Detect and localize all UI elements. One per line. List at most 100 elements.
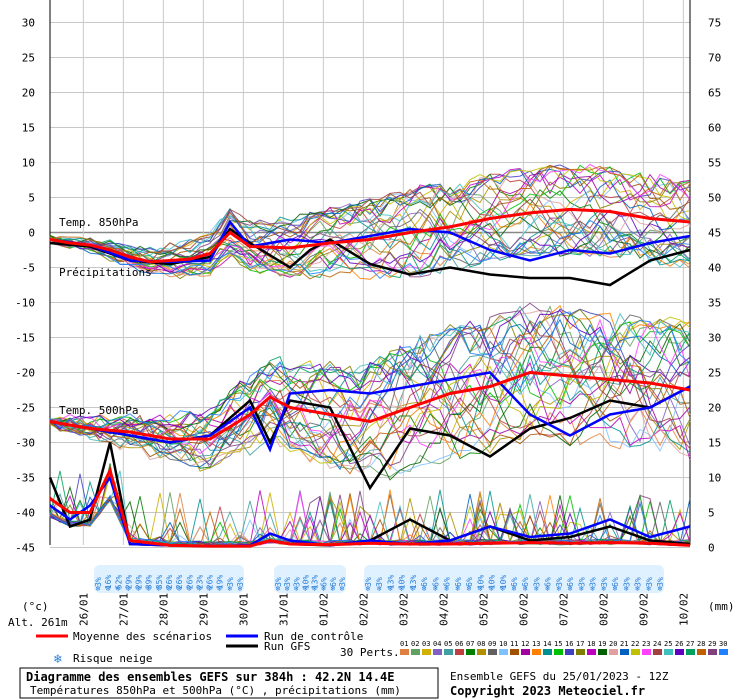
svg-text:❄: ❄ xyxy=(557,584,562,593)
pert-number-25: 25 xyxy=(664,640,672,648)
svg-text:❄: ❄ xyxy=(422,584,427,593)
svg-text:❄: ❄ xyxy=(646,584,651,593)
date-tick-5: 31/01 xyxy=(277,593,290,626)
snow-risk-group3-23: 3% xyxy=(622,577,631,587)
right-tick-7: 40 xyxy=(708,262,721,275)
snow-risk-group1-13: 3% xyxy=(226,577,235,587)
perturbation-25-t850 xyxy=(49,183,691,272)
svg-text:❄: ❄ xyxy=(294,584,299,593)
snow-risk-group2-2: 3% xyxy=(292,577,301,587)
pert-number-02: 02 xyxy=(411,640,419,648)
svg-text:❄: ❄ xyxy=(227,584,232,593)
snow-risk-group1-11: 26% xyxy=(206,575,215,590)
left-tick-2: 20 xyxy=(22,87,35,100)
snow-risk-group2-5: 6% xyxy=(320,577,329,587)
svg-text:❄: ❄ xyxy=(340,584,345,593)
footer-copyright: Copyright 2023 Meteociel.fr xyxy=(450,684,645,698)
svg-text:❄: ❄ xyxy=(321,584,326,593)
pert-number-06: 06 xyxy=(455,640,463,648)
pert-number-28: 28 xyxy=(697,640,705,648)
pert-number-22: 22 xyxy=(631,640,639,648)
svg-text:❄: ❄ xyxy=(217,584,222,593)
left-unit-label: (°c) xyxy=(22,600,49,613)
pert-number-24: 24 xyxy=(653,640,661,648)
snow-risk-group3-1: 3% xyxy=(375,577,384,587)
snow-risk-group3-2: 13% xyxy=(386,575,395,590)
right-tick-2: 65 xyxy=(708,87,721,100)
pert-number-11: 11 xyxy=(510,640,518,648)
pert-number-07: 07 xyxy=(466,640,474,648)
right-tick-3: 60 xyxy=(708,122,721,135)
date-tick-14: 09/02 xyxy=(637,593,650,626)
group3: ❄3%❄3%❄13% ❄10% ❄13% ❄6%❄6%❄6%❄6%❄6%❄10% ❄10… xyxy=(364,565,665,593)
footer: Diagramme des ensembles GEFS sur 384h : … xyxy=(19,667,669,699)
snow-risk-group3-11: 10% xyxy=(488,575,497,590)
left-tick-1: 25 xyxy=(22,52,35,65)
date-tick-10: 05/02 xyxy=(477,593,490,626)
date-tick-12: 07/02 xyxy=(557,593,570,626)
pert-number-15: 15 xyxy=(554,640,562,648)
svg-text:❄: ❄ xyxy=(489,584,494,593)
svg-text:❄: ❄ xyxy=(330,584,335,593)
perturbation-18-t850 xyxy=(49,167,691,274)
pert-number-18: 18 xyxy=(587,640,595,648)
svg-text:❄: ❄ xyxy=(399,584,404,593)
svg-text:❄: ❄ xyxy=(500,584,505,593)
pert-number-01: 01 xyxy=(400,640,408,648)
perturbation-18-t500 xyxy=(49,361,691,461)
snow-risk-group1-3: 29% xyxy=(124,575,133,590)
left-tick-12: -30 xyxy=(15,437,35,450)
pert-number-09: 09 xyxy=(488,640,496,648)
svg-text:❄: ❄ xyxy=(366,584,371,593)
right-tick-12: 15 xyxy=(708,437,721,450)
svg-text:❄: ❄ xyxy=(388,584,393,593)
right-tick-1: 70 xyxy=(708,52,721,65)
perturbation-28-t850 xyxy=(49,165,691,280)
left-tick-13: -35 xyxy=(15,472,35,485)
pert-number-23: 23 xyxy=(642,640,650,648)
pert-number-19: 19 xyxy=(598,640,606,648)
perturbation-20-t850 xyxy=(49,168,691,277)
snow-risk-group3-16: 6% xyxy=(544,577,553,587)
pert-number-10: 10 xyxy=(499,640,507,648)
left-tick-14: -40 xyxy=(15,507,35,520)
snow-risk-group3-10: 10% xyxy=(476,575,485,590)
perturbation-13-t500 xyxy=(49,304,691,471)
date-ticks: 26/01 27/01 28/01 29/01 30/01 31/01 01/02 02/02… xyxy=(77,593,690,626)
date-tick-1: 27/01 xyxy=(117,593,130,626)
date-tick-7: 02/02 xyxy=(357,593,370,626)
svg-text:❄: ❄ xyxy=(444,584,449,593)
series-0-t850 xyxy=(49,207,691,264)
legend-mean: Moyenne des scénarios xyxy=(73,630,212,643)
pert-number-04: 04 xyxy=(433,640,441,648)
perturbation-17-t850 xyxy=(49,177,691,280)
svg-text:❄: ❄ xyxy=(106,584,111,593)
svg-text:❄: ❄ xyxy=(96,584,101,593)
snow-risk-group3-24: 3% xyxy=(634,577,643,587)
perturbation-24-t500 xyxy=(49,320,691,456)
precip-annotation: Précipitations xyxy=(59,266,152,279)
svg-text:❄: ❄ xyxy=(238,584,243,593)
date-tick-15: 10/02 xyxy=(677,593,690,626)
legend: Moyenne des scénarios Run de contrôle Ru… xyxy=(36,630,728,667)
svg-text:❄: ❄ xyxy=(523,584,528,593)
svg-text:❄: ❄ xyxy=(624,584,629,593)
right-tick-4: 55 xyxy=(708,157,721,170)
perturbation-legend: 01 02 03 04 05 06 07 08 09 10 11 12 13 14 15 16 17 18 19 20… xyxy=(400,640,728,655)
left-tick-15: -45 xyxy=(15,542,35,555)
svg-text:❄: ❄ xyxy=(455,584,460,593)
left-tick-9: -15 xyxy=(15,332,35,345)
snowflake-icon: ❄ xyxy=(53,652,62,667)
pert-number-26: 26 xyxy=(675,640,683,648)
perturbation-19-t850 xyxy=(49,196,691,259)
svg-text:❄: ❄ xyxy=(411,584,416,593)
right-tick-10: 25 xyxy=(708,367,721,380)
svg-text:❄: ❄ xyxy=(276,584,281,593)
pert-number-08: 08 xyxy=(477,640,485,648)
series-0-t500 xyxy=(49,370,691,441)
perturbation-7-t850 xyxy=(49,173,691,268)
snow-risk-group2-3: 10% xyxy=(301,575,310,590)
snow-risk-group3-19: 3% xyxy=(577,577,586,587)
snow-risk-group1-9: 26% xyxy=(185,575,194,590)
snow-risk-group1-4: 29% xyxy=(135,575,144,590)
